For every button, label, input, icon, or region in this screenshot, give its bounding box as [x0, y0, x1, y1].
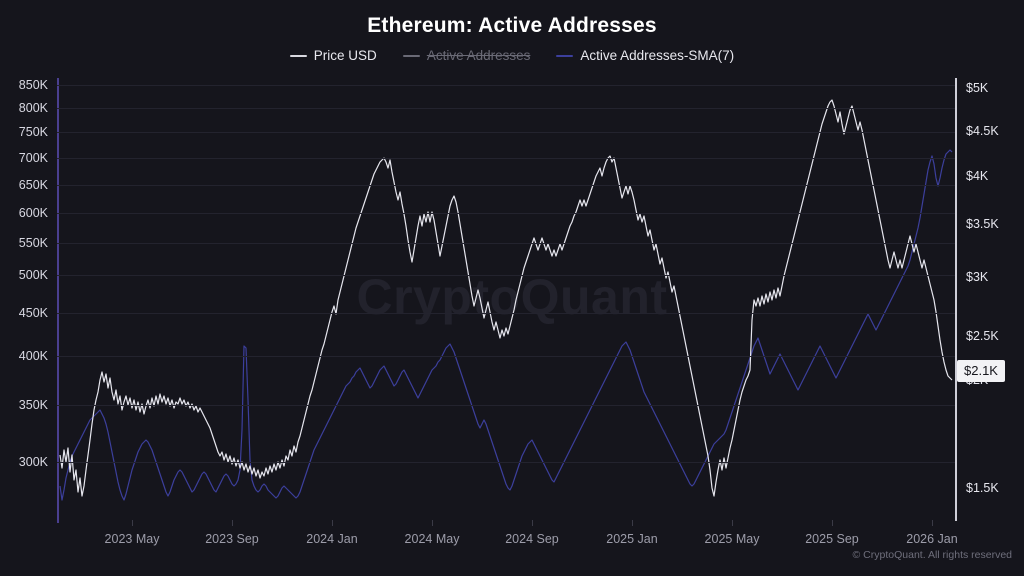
- y-left-tick-label: 700K: [18, 151, 48, 165]
- page-title: Ethereum: Active Addresses: [367, 14, 657, 37]
- y-right-tick-label: $4.5K: [966, 124, 999, 138]
- legend-label: Active Addresses: [426, 48, 531, 63]
- left-axis-spine: [57, 78, 59, 523]
- legend-swatch-icon: [556, 54, 574, 57]
- y-right-tick-label: $1.5K: [966, 481, 999, 495]
- y-left-tick-label: 550K: [18, 236, 48, 250]
- y-left-tick-label: 400K: [18, 349, 48, 363]
- x-tick-mark: [332, 520, 333, 526]
- gridline: [57, 85, 955, 86]
- plot-area: [57, 82, 955, 520]
- x-tick-label: 2024 Sep: [505, 532, 559, 546]
- y-left-tick-label: 800K: [18, 101, 48, 115]
- legend-label: Price USD: [313, 48, 377, 63]
- y-left-tick-label: 300K: [18, 455, 48, 469]
- y-left-tick-label: 600K: [18, 206, 48, 220]
- right-axis-spine: [955, 78, 957, 521]
- x-tick-label: 2024 May: [404, 532, 460, 546]
- chart-legend: Price USD Active Addresses Active Addresse…: [0, 48, 1024, 63]
- y-right-tick-label: $4K: [966, 169, 989, 183]
- y-right-tick-label: $3.5K: [966, 217, 999, 231]
- legend-label: Active Addresses-SMA(7): [580, 48, 735, 63]
- x-tick-mark: [432, 520, 433, 526]
- x-tick-mark: [932, 520, 933, 526]
- gridline: [57, 108, 955, 109]
- series-line-active-addresses-sma-7-: [59, 149, 953, 501]
- gridline: [57, 356, 955, 357]
- series-line-price-usd: [59, 99, 953, 497]
- gridline: [57, 313, 955, 314]
- y-right-tick-label: $3K: [966, 270, 989, 284]
- x-tick-mark: [232, 520, 233, 526]
- x-tick-label: 2025 Sep: [805, 532, 859, 546]
- gridline: [57, 275, 955, 276]
- legend-swatch-icon: [289, 54, 307, 57]
- x-tick-label: 2023 Sep: [205, 532, 259, 546]
- gridline: [57, 462, 955, 463]
- x-axis[interactable]: 2023 May 2023 Sep 2024 Jan 2024 May 2024 Sep…: [0, 520, 1024, 560]
- legend-item-0[interactable]: Price USD: [289, 48, 377, 63]
- y-left-tick-label: 450K: [18, 306, 48, 320]
- y-left-tick-label: 650K: [18, 178, 48, 192]
- gridline: [57, 243, 955, 244]
- y-right-tick-label: $2.5K: [966, 329, 999, 343]
- last-price-tag: $2.1K: [957, 360, 1005, 382]
- x-tick-label: 2025 Jan: [606, 532, 658, 546]
- x-tick-label: 2024 Jan: [306, 532, 358, 546]
- legend-item-1[interactable]: Active Addresses: [402, 48, 531, 63]
- legend-swatch-icon: [402, 54, 420, 57]
- legend-item-2[interactable]: Active Addresses-SMA(7): [556, 48, 734, 63]
- y-left-tick-label: 500K: [18, 268, 48, 282]
- x-tick-mark: [832, 520, 833, 526]
- x-tick-mark: [532, 520, 533, 526]
- y-axis-right[interactable]: $5K$4.5K$4K$3.5K$3K$2.5K$2K$1.5K: [955, 81, 1024, 520]
- gridline: [57, 158, 955, 159]
- x-tick-mark: [732, 520, 733, 526]
- x-tick-mark: [132, 520, 133, 526]
- y-axis-left[interactable]: 850K 800K 750K 700K 650K 600K 550K 500K 450K 400K…: [0, 78, 57, 520]
- series-layer: [59, 99, 953, 501]
- gridline: [57, 405, 955, 406]
- x-tick-mark: [632, 520, 633, 526]
- gridline: [57, 132, 955, 133]
- x-tick-label: 2026 Jan: [906, 532, 958, 546]
- y-right-tick-label: $5K: [966, 81, 989, 95]
- y-left-tick-label: 850K: [18, 78, 48, 92]
- copyright-footer: © CryptoQuant. All rights reserved: [852, 549, 1012, 561]
- gridline: [57, 185, 955, 186]
- y-left-tick-label: 350K: [18, 398, 48, 412]
- x-tick-label: 2025 May: [704, 532, 760, 546]
- y-left-tick-label: 750K: [18, 125, 48, 139]
- gridline: [57, 213, 955, 214]
- x-tick-label: 2023 May: [104, 532, 160, 546]
